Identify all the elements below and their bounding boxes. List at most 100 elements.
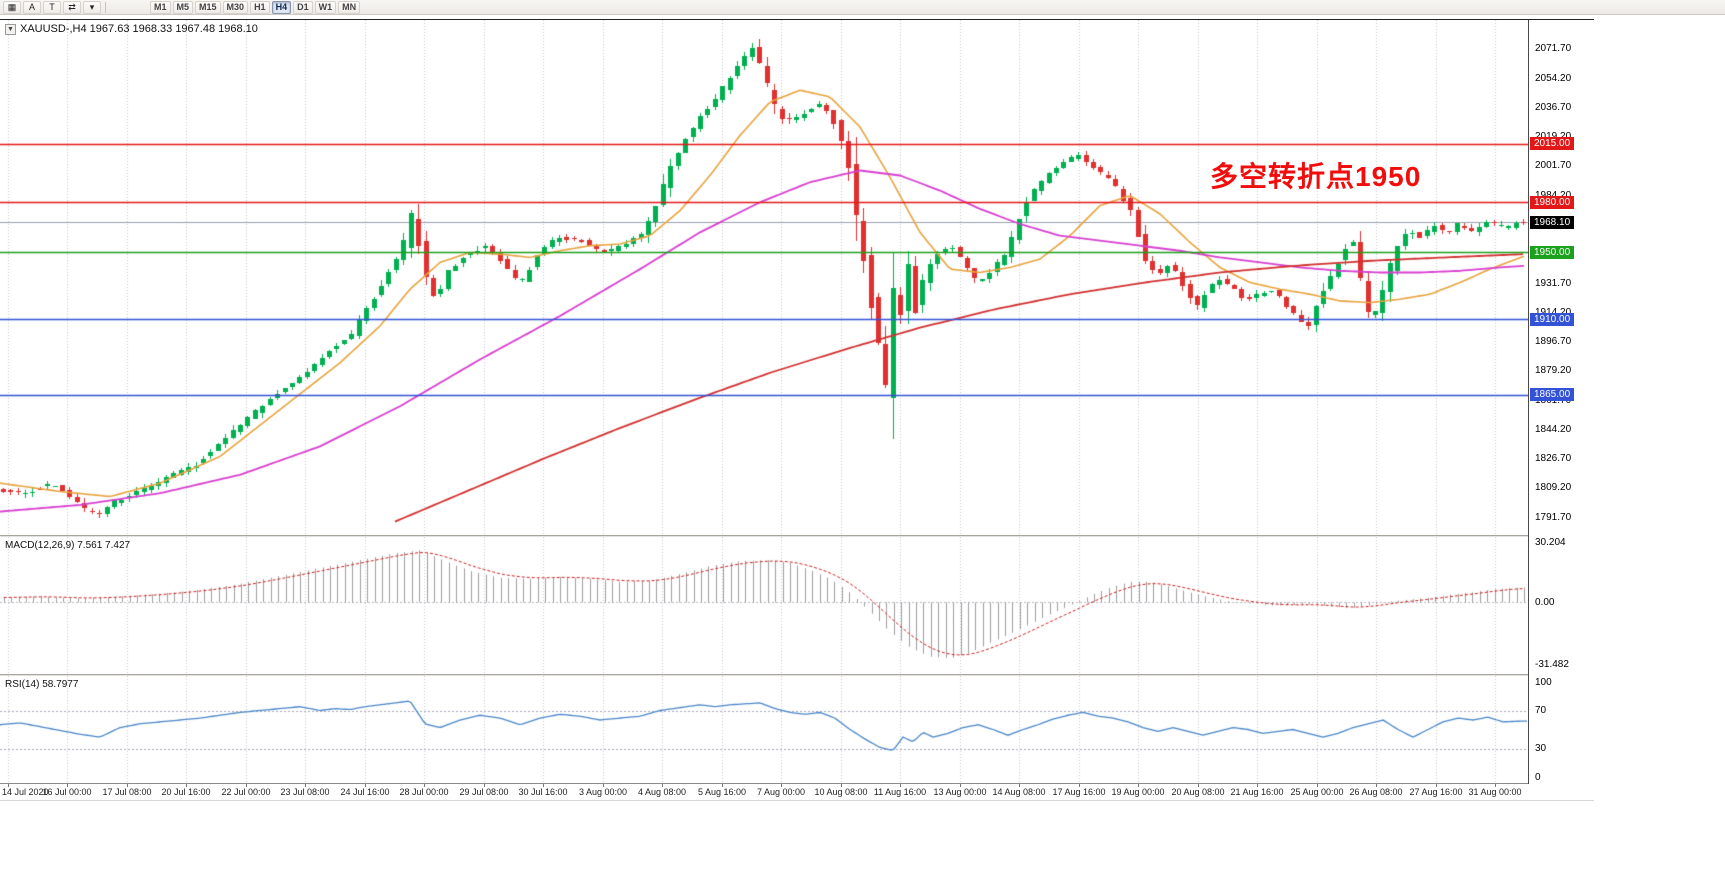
tick-chart-icon[interactable]: ▦ <box>3 0 21 14</box>
price-level-badge: 1910.00 <box>1530 313 1575 326</box>
macd-indicator-canvas[interactable] <box>0 537 1528 674</box>
price-level-badge: 2015.00 <box>1530 137 1575 150</box>
time-tick-mark <box>1376 784 1377 787</box>
time-axis-label: 5 Aug 16:00 <box>697 787 747 797</box>
toolbar: ▦ A T ⇄ ▾ M1 M5 M15 M30 H1 H4 D1 W1 MN <box>0 0 1725 15</box>
macd-axis-label: -31.482 <box>1535 659 1569 670</box>
time-tick-mark <box>841 784 842 787</box>
time-tick-mark <box>484 784 485 787</box>
price-tick-label: 2019.20 <box>1535 130 1571 143</box>
timeframe-button-h4[interactable]: H4 <box>271 0 292 14</box>
time-tick-mark <box>662 784 663 787</box>
macd-label-values: 7.561 7.427 <box>77 540 131 551</box>
time-axis-label: 17 Jul 08:00 <box>102 787 152 797</box>
price-axis[interactable]: 2071.70 2054.20 2036.70 2019.20 2001.70 1984.… <box>1528 20 1594 800</box>
timeframe-button-d1[interactable]: D1 <box>293 0 313 14</box>
rsi-axis-label: 0 <box>1535 772 1541 783</box>
time-tick-mark <box>1079 784 1080 787</box>
time-tick-mark <box>960 784 961 787</box>
time-tick-mark <box>1495 784 1496 787</box>
time-axis-label: 24 Jul 16:00 <box>340 787 390 797</box>
symbol-ohlc-text: XAUUSD-,H4 1967.63 1968.33 1967.48 1968.… <box>20 23 258 35</box>
time-tick-mark <box>424 784 425 787</box>
price-tick-label: 1931.70 <box>1535 278 1572 289</box>
rsi-axis-label: 70 <box>1535 705 1547 716</box>
price-tick-label: 1809.20 <box>1535 482 1572 493</box>
rsi-axis-label: 100 <box>1535 677 1552 688</box>
chart-top-border <box>0 19 1594 20</box>
time-axis-label: 29 Jul 08:00 <box>459 787 509 797</box>
time-tick-mark <box>603 784 604 787</box>
collapse-chart-icon[interactable]: ▼ <box>5 23 16 35</box>
time-axis-label: 14 Aug 08:00 <box>992 787 1046 797</box>
macd-axis-label: 0.00 <box>1535 597 1555 608</box>
rsi-indicator-canvas[interactable] <box>0 676 1528 783</box>
time-tick-mark <box>305 784 306 787</box>
time-tick-mark <box>1019 784 1020 787</box>
time-tick-mark <box>246 784 247 787</box>
price-level-badge: 1950.00 <box>1530 246 1575 259</box>
timeframe-button-m30[interactable]: M30 <box>222 0 249 14</box>
time-tick-mark <box>67 784 68 787</box>
window-bottom-border <box>0 800 1594 801</box>
rsi-label-value: 58.7977 <box>42 679 79 690</box>
price-tick-label: 1826.70 <box>1535 453 1572 464</box>
time-axis-label: 10 Aug 08:00 <box>814 787 868 797</box>
time-axis-label: 17 Aug 16:00 <box>1052 787 1106 797</box>
time-axis[interactable]: 14 Jul 2020 16 Jul 00:00 17 Jul 08:00 20 Ju… <box>0 784 1594 800</box>
time-tick-mark <box>8 784 9 787</box>
price-tick-label: 1879.20 <box>1535 365 1572 376</box>
rsi-label-name: RSI(14) <box>5 679 40 690</box>
time-axis-label: 31 Aug 00:00 <box>1468 787 1522 797</box>
dropdown-caret-icon[interactable]: ▾ <box>83 0 101 14</box>
text-tool-button[interactable]: T <box>43 0 61 14</box>
timeframe-button-h1[interactable]: H1 <box>250 0 270 14</box>
time-tick-mark <box>1436 784 1437 787</box>
price-tick-label: 1844.20 <box>1535 424 1572 435</box>
annotation-text[interactable]: 多空转折点1950 <box>1210 161 1422 192</box>
time-axis-border <box>0 783 1594 784</box>
timeframe-button-m15[interactable]: M15 <box>195 0 221 14</box>
time-tick-mark <box>1138 784 1139 787</box>
macd-axis-label: 30.204 <box>1535 537 1566 548</box>
time-axis-label: 11 Aug 16:00 <box>873 787 927 797</box>
time-tick-mark <box>543 784 544 787</box>
macd-indicator-label: MACD(12,26,9) 7.561 7.427 <box>5 540 130 551</box>
time-axis-label: 28 Jul 00:00 <box>399 787 449 797</box>
price-tick-label: 1984.20 <box>1535 189 1571 202</box>
cursor-tool-button[interactable]: ⇄ <box>63 0 81 14</box>
price-tick-label: 2054.20 <box>1535 73 1572 84</box>
timeframe-button-mn[interactable]: MN <box>338 0 361 14</box>
time-axis-label: 20 Jul 16:00 <box>161 787 211 797</box>
price-chart-canvas[interactable] <box>0 20 1528 535</box>
time-axis-label: 26 Aug 08:00 <box>1349 787 1403 797</box>
price-tick-label: 1914.20 <box>1535 306 1571 319</box>
timeframe-button-m5[interactable]: M5 <box>172 0 194 14</box>
panel-divider[interactable] <box>0 674 1594 676</box>
toolbar-separator <box>105 1 106 13</box>
time-axis-label: 27 Aug 16:00 <box>1409 787 1463 797</box>
price-tick-label: 2001.70 <box>1535 160 1572 171</box>
macd-label-name: MACD(12,26,9) <box>5 540 75 551</box>
time-axis-label: 3 Aug 00:00 <box>578 787 628 797</box>
panel-divider[interactable] <box>0 535 1594 537</box>
timeframe-button-w1[interactable]: W1 <box>314 0 337 14</box>
time-axis-label: 13 Aug 00:00 <box>933 787 987 797</box>
price-tick-label: 1791.70 <box>1535 512 1572 523</box>
time-axis-label: 21 Aug 16:00 <box>1230 787 1284 797</box>
rsi-indicator-label: RSI(14) 58.7977 <box>5 679 78 690</box>
time-tick-mark <box>781 784 782 787</box>
price-level-badge: 1865.00 <box>1530 388 1575 401</box>
timeframe-button-m1[interactable]: M1 <box>150 0 171 14</box>
time-tick-mark <box>127 784 128 787</box>
time-tick-mark <box>1317 784 1318 787</box>
current-price-badge: 1968.10 <box>1530 216 1575 229</box>
time-tick-mark <box>186 784 187 787</box>
toolbar-icon-group: ▦ A T ⇄ ▾ <box>3 0 101 14</box>
font-tool-button[interactable]: A <box>23 0 41 14</box>
time-axis-label: 4 Aug 08:00 <box>637 787 687 797</box>
time-axis-label: 20 Aug 08:00 <box>1171 787 1225 797</box>
time-axis-label: 30 Jul 16:00 <box>518 787 568 797</box>
price-tick-label: 1896.70 <box>1535 336 1572 347</box>
time-axis-label: 19 Aug 00:00 <box>1111 787 1165 797</box>
